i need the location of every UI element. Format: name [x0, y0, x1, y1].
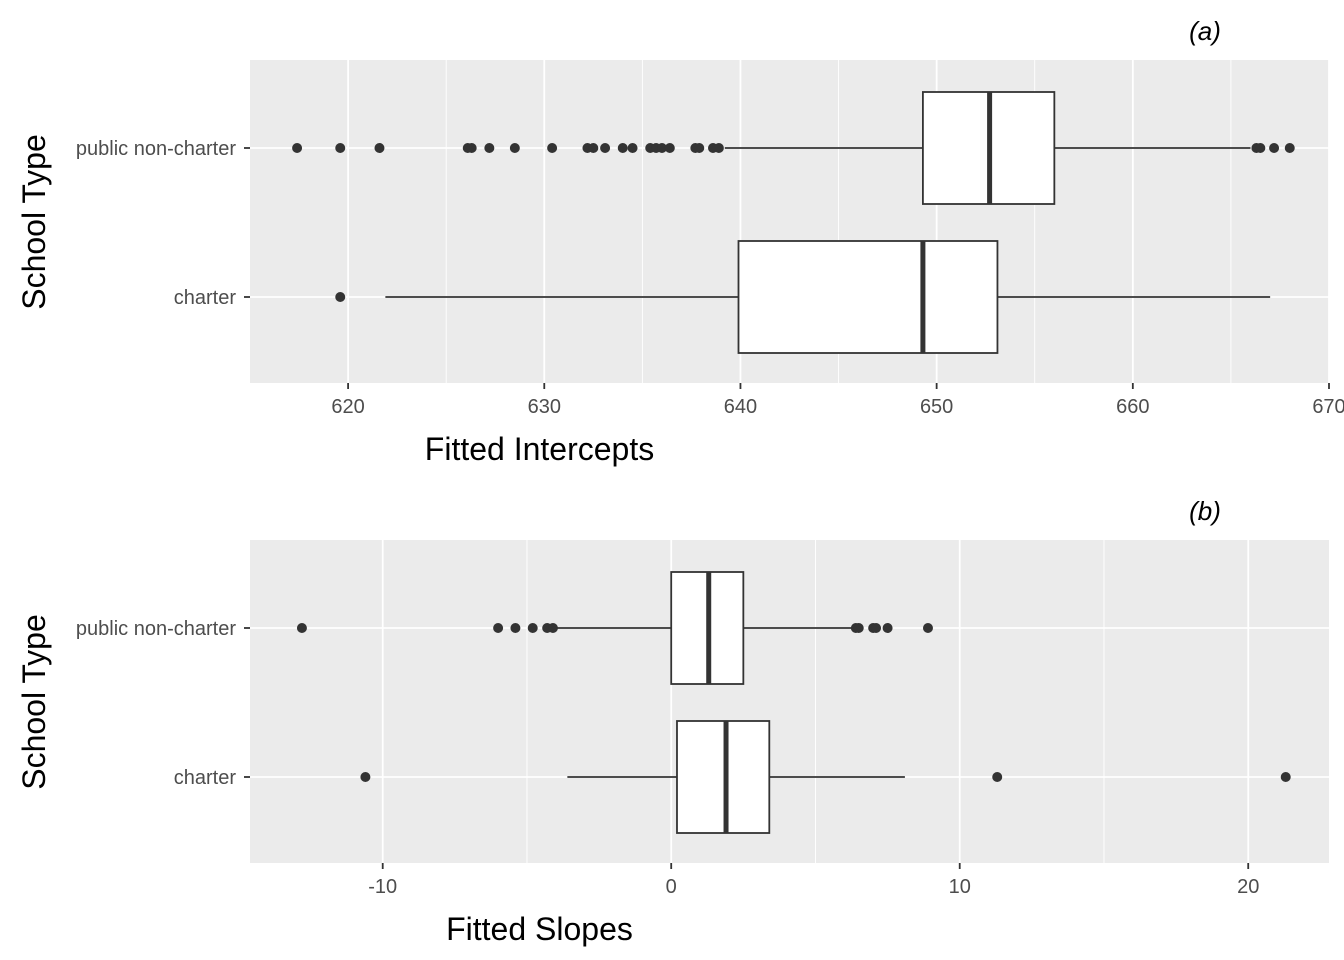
x-tick-label: 10: [949, 876, 971, 898]
category-label: public non-charter: [76, 138, 236, 160]
outlier-point: [713, 143, 724, 153]
x-tick-label: 670: [1312, 396, 1344, 418]
x-tick-label: -10: [368, 876, 397, 898]
interquartile-box: [737, 240, 999, 354]
x-tick-label: 620: [331, 396, 364, 418]
outlier-point: [296, 623, 307, 633]
x-axis-title: Fitted Intercepts: [425, 431, 654, 467]
outlier-point: [493, 623, 504, 633]
panel-tag: (b): [1189, 496, 1221, 526]
outlier-point: [510, 623, 521, 633]
x-tick-label: 0: [666, 876, 677, 898]
box-public-non-charter: [292, 91, 1295, 205]
outlier-point: [664, 143, 675, 153]
x-tick-label: 650: [920, 396, 953, 418]
outlier-point: [871, 623, 882, 633]
interquartile-box: [676, 720, 771, 834]
outlier-point: [617, 143, 628, 153]
x-axis-title: Fitted Slopes: [446, 911, 633, 947]
outlier-point: [360, 772, 371, 782]
y-axis-title: School Type: [16, 614, 52, 790]
x-tick-label: 630: [528, 396, 561, 418]
outlier-point: [466, 143, 477, 153]
outlier-point: [292, 143, 303, 153]
category-label: charter: [174, 287, 237, 309]
outlier-point: [1255, 143, 1266, 153]
panel-a: 620 630 640 650 660 670 public non-charter char…: [16, 16, 1344, 467]
y-axis-title: School Type: [16, 134, 52, 310]
box-charter: [360, 720, 1291, 834]
outlier-point: [335, 292, 346, 302]
outlier-point: [484, 143, 495, 153]
outlier-point: [547, 143, 558, 153]
outlier-point: [588, 143, 599, 153]
outlier-point: [627, 143, 638, 153]
category-label: public non-charter: [76, 618, 236, 640]
outlier-point: [1269, 143, 1280, 153]
panel-b: -10 0 10 20 public non-charter charter Fitted …: [16, 496, 1329, 947]
x-tick-label: 640: [724, 396, 757, 418]
x-tick-label: 660: [1116, 396, 1149, 418]
panel-tag: (a): [1189, 16, 1221, 46]
box-charter: [335, 240, 1271, 354]
outlier-point: [853, 623, 864, 633]
outlier-point: [922, 623, 933, 633]
outlier-point: [1280, 772, 1291, 782]
outlier-point: [527, 623, 538, 633]
outlier-point: [992, 772, 1003, 782]
plot-background: [250, 540, 1329, 863]
outlier-point: [374, 143, 385, 153]
box-public-non-charter: [296, 571, 933, 685]
outlier-point: [509, 143, 520, 153]
category-label: charter: [174, 767, 237, 789]
x-tick-label: 20: [1237, 876, 1259, 898]
outlier-point: [600, 143, 611, 153]
outlier-point: [547, 623, 558, 633]
outlier-point: [335, 143, 346, 153]
outlier-point: [694, 143, 705, 153]
outlier-point: [882, 623, 893, 633]
outlier-point: [656, 143, 667, 153]
outlier-point: [1284, 143, 1295, 153]
